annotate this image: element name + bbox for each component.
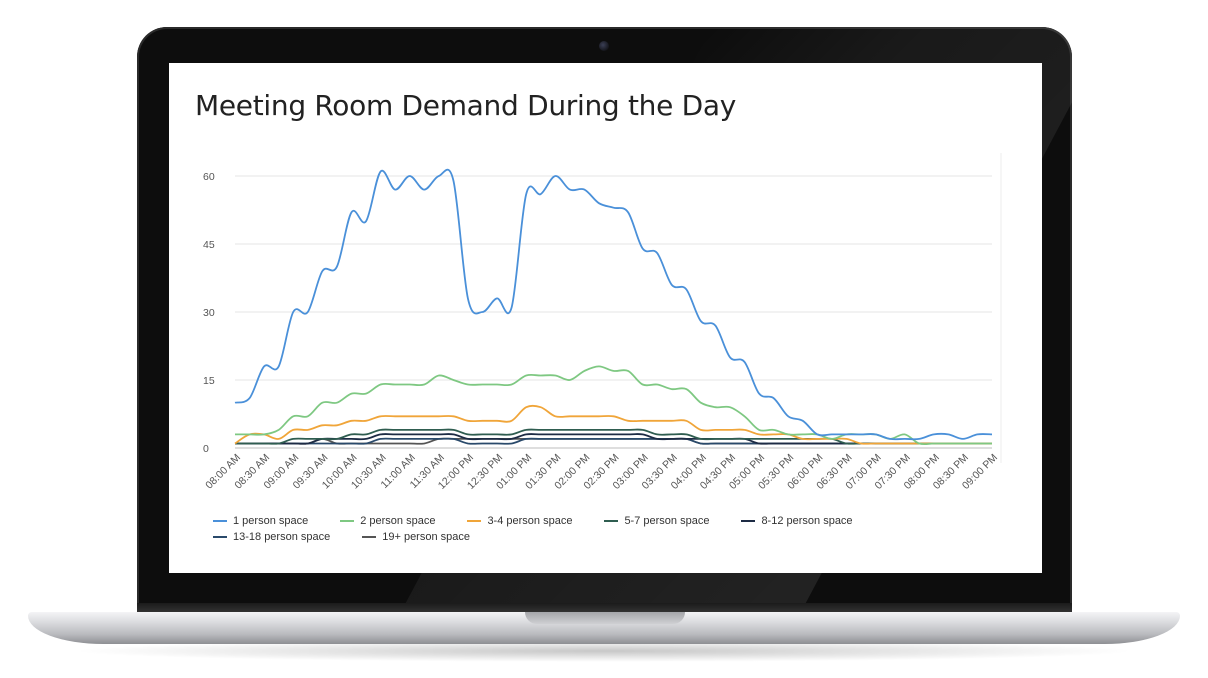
- legend-item[interactable]: 1 person space: [213, 513, 308, 529]
- legend-label: 8-12 person space: [761, 515, 853, 527]
- laptop-shadow: [70, 640, 1138, 662]
- legend-swatch: [604, 520, 619, 522]
- legend-label: 19+ person space: [382, 531, 470, 543]
- legend-label: 5-7 person space: [624, 515, 710, 527]
- legend-swatch: [213, 520, 227, 522]
- legend-swatch: [467, 520, 482, 522]
- legend-item[interactable]: 13-18 person space: [213, 529, 330, 545]
- legend-label: 3-4 person space: [487, 515, 573, 527]
- laptop-notch: [525, 612, 685, 624]
- webcam-icon: [599, 41, 609, 51]
- legend-label: 13-18 person space: [233, 531, 331, 543]
- legend-swatch: [741, 520, 756, 522]
- laptop-screen: Meeting Room Demand During the Day 0 15 30…: [169, 63, 1042, 573]
- y-tick-label: 30: [203, 307, 215, 319]
- series-line-3: [234, 404, 992, 445]
- legend-item[interactable]: 8-12 person space: [741, 513, 853, 529]
- legend-label: 2 person space: [360, 515, 436, 527]
- series-line-1: [234, 168, 993, 441]
- y-tick-label: 60: [203, 171, 215, 183]
- legend-swatch: [213, 536, 227, 538]
- legend-item[interactable]: 5-7 person space: [604, 513, 709, 529]
- chart-title: Meeting Room Demand During the Day: [195, 89, 737, 122]
- series-line-2: [235, 365, 992, 446]
- chart-legend: 1 person space 2 person space 3-4 person s…: [213, 513, 1013, 545]
- series-line-4: [235, 428, 992, 445]
- legend-swatch: [340, 520, 355, 522]
- legend-swatch: [362, 536, 377, 538]
- legend-label: 1 person space: [233, 515, 309, 527]
- y-tick-label: 0: [203, 443, 209, 455]
- legend-item[interactable]: 2 person space: [340, 513, 435, 529]
- y-tick-label: 15: [203, 375, 215, 387]
- legend-item[interactable]: 19+ person space: [362, 529, 470, 545]
- y-tick-label: 45: [203, 239, 215, 251]
- legend-item[interactable]: 3-4 person space: [467, 513, 572, 529]
